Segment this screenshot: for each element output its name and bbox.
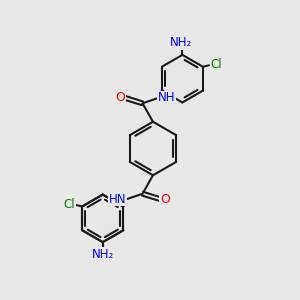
Text: O: O <box>160 193 170 206</box>
Text: Cl: Cl <box>211 58 222 71</box>
Text: HN: HN <box>109 193 126 206</box>
Text: O: O <box>115 92 125 104</box>
Text: NH: NH <box>158 92 175 104</box>
Text: Cl: Cl <box>63 198 75 211</box>
Text: NH₂: NH₂ <box>92 248 114 261</box>
Text: NH₂: NH₂ <box>170 36 192 49</box>
